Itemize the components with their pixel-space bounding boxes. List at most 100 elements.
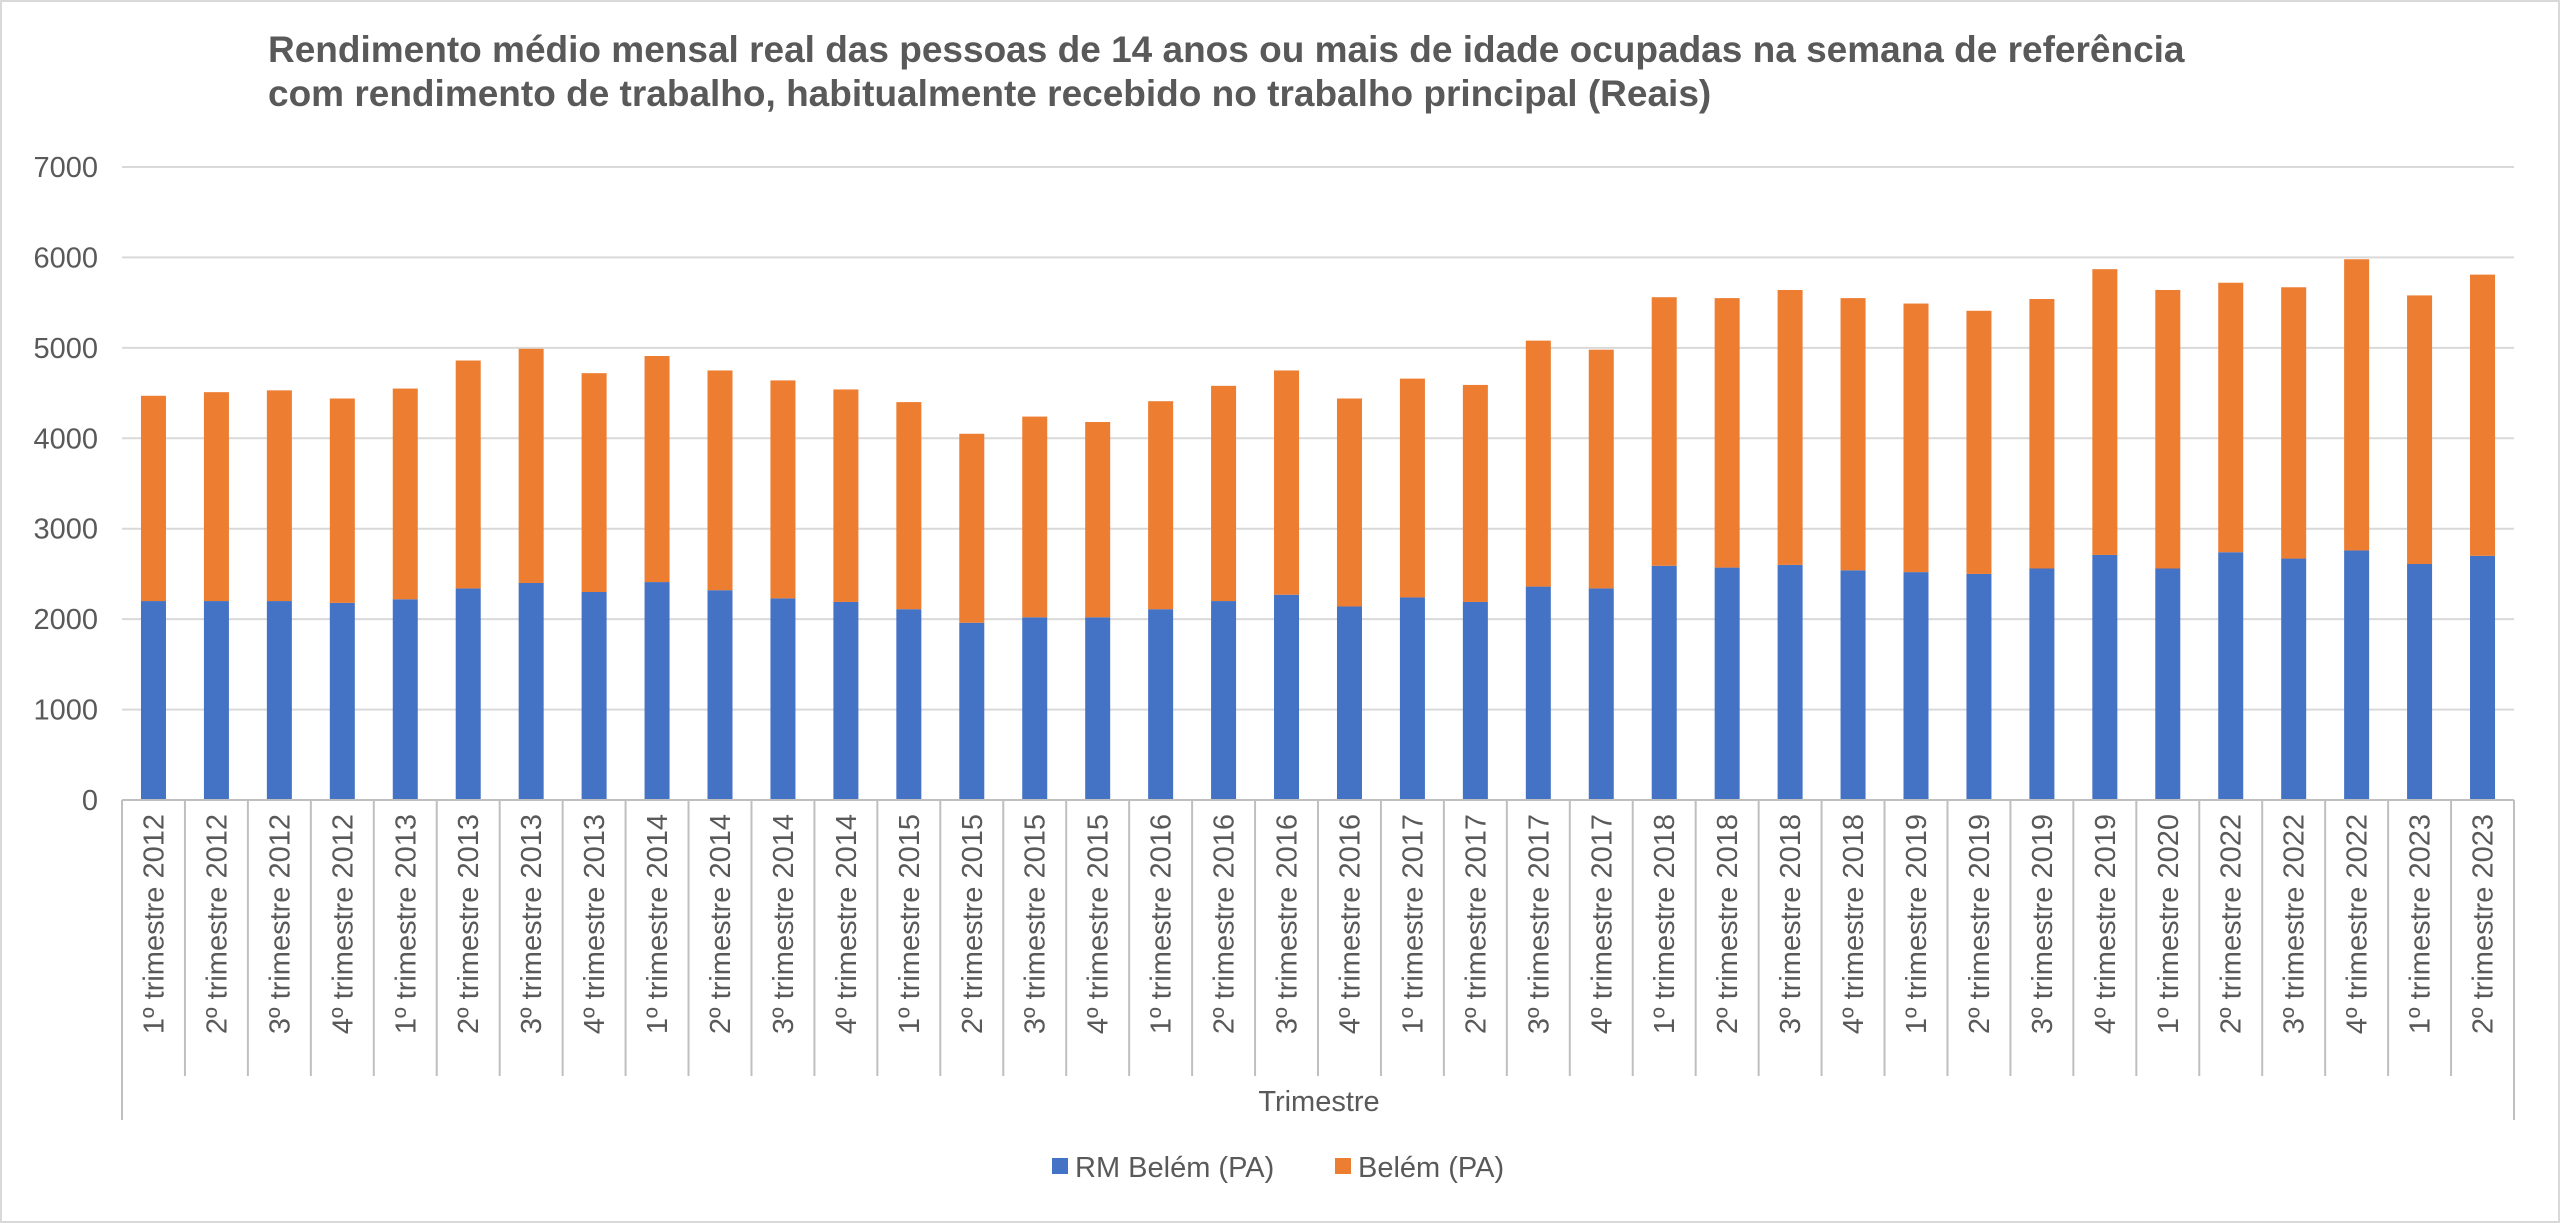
bar-belem bbox=[1274, 370, 1300, 595]
bar-belem bbox=[770, 380, 796, 599]
y-tick-label: 0 bbox=[82, 785, 98, 817]
bar-belem bbox=[1085, 422, 1111, 618]
bar-rm-belem bbox=[581, 592, 607, 800]
x-tick-label: 3º trimestre 2022 bbox=[2279, 814, 2311, 1034]
bar-rm-belem bbox=[455, 588, 481, 800]
bar-rm-belem bbox=[1714, 567, 1740, 800]
chart-title-line-2: com rendimento de trabalho, habitualment… bbox=[268, 73, 1712, 114]
bar-rm-belem bbox=[644, 582, 670, 800]
y-axis-tick-labels: 0 1000 2000 3000 4000 5000 6000 7000 bbox=[33, 152, 98, 817]
bar-belem bbox=[1903, 303, 1929, 573]
x-tick-label: 2º trimestre 2015 bbox=[957, 814, 989, 1034]
x-tick-label: 2º trimestre 2016 bbox=[1209, 814, 1241, 1034]
bar-rm-belem bbox=[1399, 597, 1425, 800]
bar-belem bbox=[203, 392, 229, 602]
bar-belem bbox=[455, 360, 481, 589]
bar-belem bbox=[1966, 310, 1992, 574]
bar-belem bbox=[2155, 289, 2181, 569]
bar-rm-belem bbox=[518, 582, 544, 800]
bar-belem bbox=[329, 398, 355, 603]
x-tick-label: 3º trimestre 2019 bbox=[2027, 814, 2059, 1034]
y-tick-label: 7000 bbox=[33, 152, 98, 184]
bar-rm-belem bbox=[833, 601, 859, 800]
bar-rm-belem bbox=[1462, 601, 1488, 800]
bar-rm-belem bbox=[203, 601, 229, 800]
x-tick-label: 3º trimestre 2013 bbox=[516, 814, 548, 1034]
y-tick-label: 6000 bbox=[33, 242, 98, 274]
bar-rm-belem bbox=[2218, 552, 2244, 800]
y-tick-label: 2000 bbox=[33, 604, 98, 636]
x-tick-label: 1º trimestre 2017 bbox=[1397, 814, 1429, 1034]
bar-rm-belem bbox=[707, 590, 733, 800]
bar-belem bbox=[2281, 287, 2307, 559]
legend: RM Belém (PA) Belém (PA) bbox=[1052, 1152, 1504, 1184]
bar-belem bbox=[140, 395, 166, 602]
bar-rm-belem bbox=[140, 601, 166, 800]
y-tick-label: 1000 bbox=[33, 695, 98, 727]
x-tick-label: 1º trimestre 2019 bbox=[1901, 814, 1933, 1034]
bar-belem bbox=[266, 390, 292, 602]
chart-title-line-1: Rendimento médio mensal real das pessoas… bbox=[268, 29, 2185, 70]
x-tick-label: 2º trimestre 2023 bbox=[2468, 814, 2500, 1034]
x-tick-label: 1º trimestre 2012 bbox=[138, 814, 170, 1034]
bar-belem bbox=[1336, 398, 1362, 607]
legend-swatch bbox=[1335, 1158, 1351, 1174]
bars bbox=[140, 259, 2496, 800]
bar-rm-belem bbox=[959, 622, 985, 800]
bar-belem bbox=[1525, 340, 1551, 587]
bar-rm-belem bbox=[1777, 564, 1803, 800]
x-tick-label: 2º trimestre 2014 bbox=[705, 814, 737, 1034]
bar-belem bbox=[896, 402, 922, 610]
bar-belem bbox=[1399, 378, 1425, 598]
x-tick-label: 1º trimestre 2015 bbox=[894, 814, 926, 1034]
bar-belem bbox=[581, 373, 607, 593]
y-tick-label: 5000 bbox=[33, 333, 98, 365]
bar-rm-belem bbox=[770, 598, 796, 800]
bar-rm-belem bbox=[2092, 554, 2118, 800]
bar-rm-belem bbox=[266, 601, 292, 800]
x-tick-label: 1º trimestre 2014 bbox=[642, 814, 674, 1034]
bar-rm-belem bbox=[2281, 558, 2307, 800]
x-tick-label: 4º trimestre 2014 bbox=[831, 814, 863, 1034]
x-tick-label: 3º trimestre 2018 bbox=[1775, 814, 1807, 1034]
bar-belem bbox=[1462, 384, 1488, 602]
y-tick-label: 4000 bbox=[33, 423, 98, 455]
bar-belem bbox=[392, 388, 418, 600]
bar-rm-belem bbox=[2470, 555, 2496, 800]
bar-belem bbox=[1148, 401, 1174, 610]
y-tick-label: 3000 bbox=[33, 514, 98, 546]
bar-belem bbox=[2470, 274, 2496, 556]
bar-belem bbox=[959, 433, 985, 623]
chart-title: Rendimento médio mensal real das pessoas… bbox=[268, 28, 2368, 116]
bar-belem bbox=[1211, 385, 1237, 602]
bar-rm-belem bbox=[2029, 568, 2055, 800]
x-tick-label: 4º trimestre 2017 bbox=[1586, 814, 1618, 1034]
x-tick-label: 3º trimestre 2012 bbox=[264, 814, 296, 1034]
bar-rm-belem bbox=[896, 609, 922, 800]
bar-belem bbox=[833, 389, 859, 602]
bar-rm-belem bbox=[329, 602, 355, 800]
x-tick-label: 3º trimestre 2017 bbox=[1523, 814, 1555, 1034]
x-tick-label: 2º trimestre 2019 bbox=[1964, 814, 1996, 1034]
bar-belem bbox=[644, 355, 670, 583]
x-tick-label: 2º trimestre 2013 bbox=[453, 814, 485, 1034]
bar-rm-belem bbox=[1840, 570, 1866, 800]
bar-rm-belem bbox=[1211, 601, 1237, 800]
legend-label: Belém (PA) bbox=[1358, 1152, 1504, 1184]
bar-belem bbox=[2029, 299, 2055, 569]
bar-belem bbox=[2344, 259, 2370, 551]
x-tick-label: 2º trimestre 2022 bbox=[2216, 814, 2248, 1034]
x-tick-label: 2º trimestre 2017 bbox=[1460, 814, 1492, 1034]
bar-rm-belem bbox=[1022, 617, 1048, 800]
bar-rm-belem bbox=[1588, 588, 1614, 800]
bar-rm-belem bbox=[1966, 573, 1992, 800]
bar-belem bbox=[518, 348, 544, 583]
x-axis-tick-labels: 1º trimestre 2012 2º trimestre 2012 3º tri… bbox=[138, 814, 2499, 1034]
x-tick-label: 4º trimestre 2018 bbox=[1838, 814, 1870, 1034]
bar-belem bbox=[1777, 289, 1803, 565]
legend-swatch bbox=[1052, 1158, 1068, 1174]
bar-belem bbox=[1022, 416, 1048, 618]
bar-belem bbox=[1588, 349, 1614, 589]
x-tick-label: 4º trimestre 2022 bbox=[2342, 814, 2374, 1034]
